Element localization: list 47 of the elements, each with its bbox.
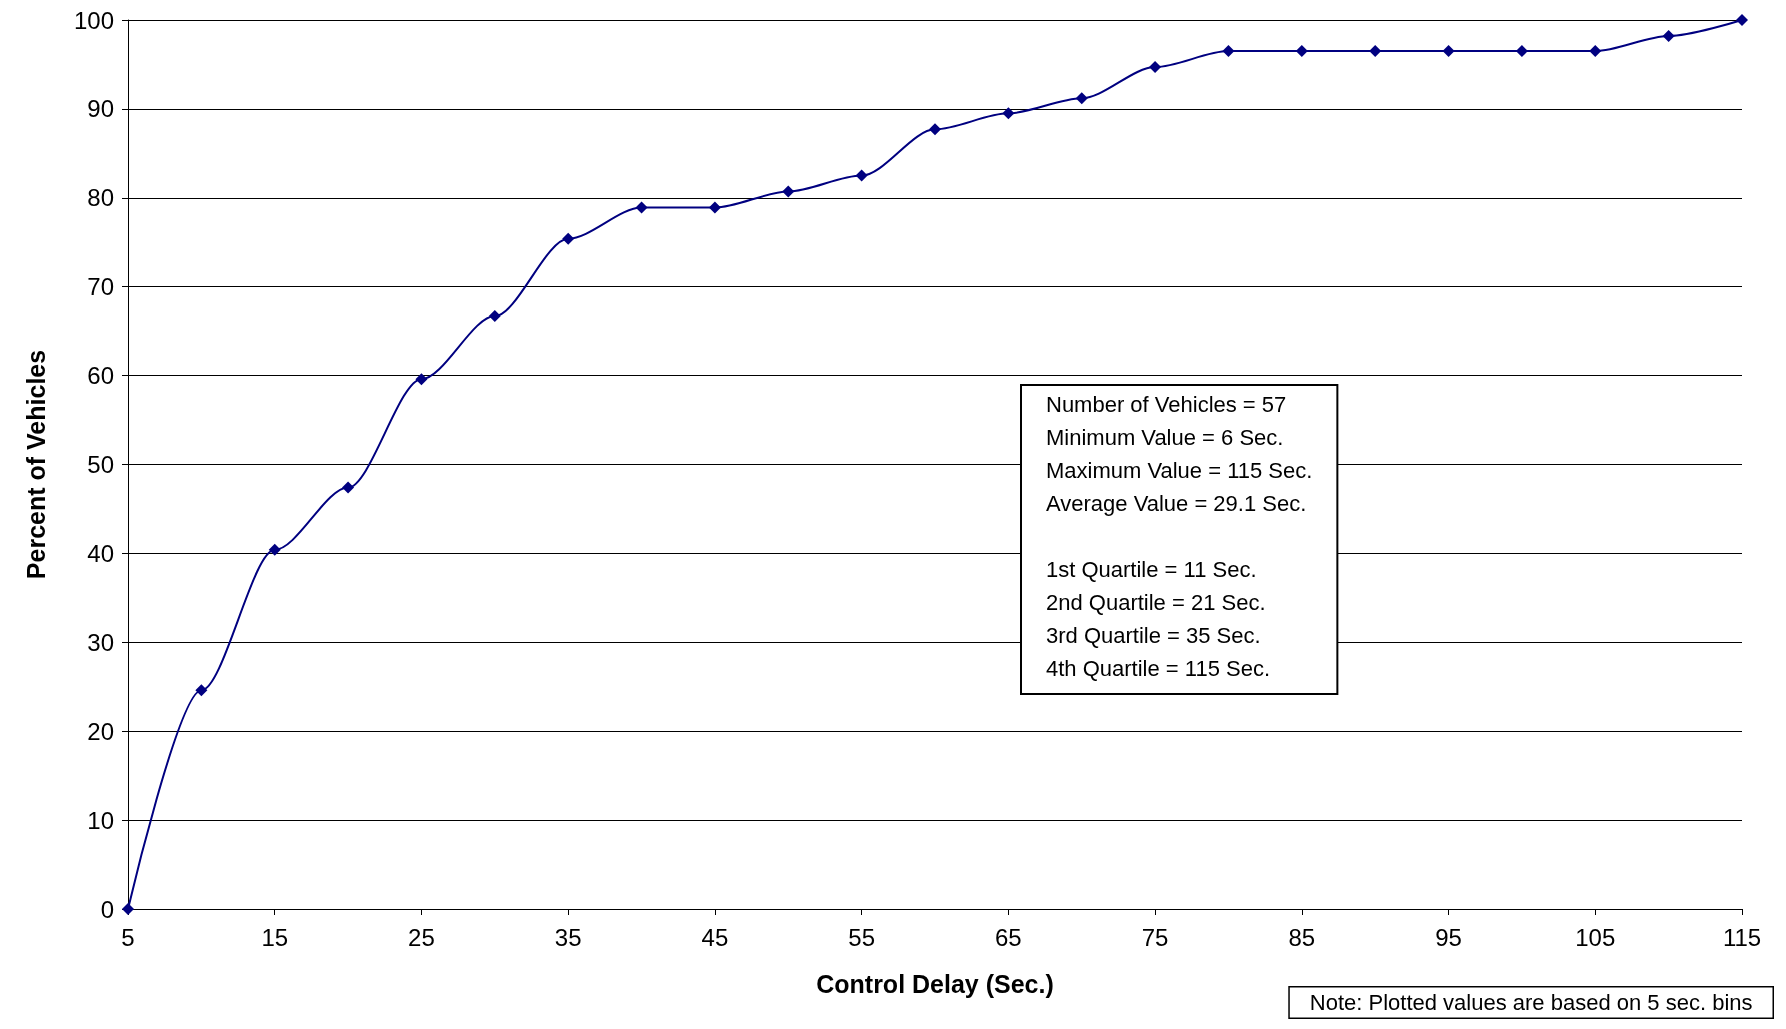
y-tick-label: 100 [73, 6, 114, 34]
point [1736, 14, 1748, 26]
x-tick-label: 35 [554, 923, 582, 951]
x-tick-label: 25 [408, 923, 435, 951]
x-tick-label: 15 [261, 923, 289, 951]
point [415, 373, 428, 386]
y-tick-label: 60 [87, 362, 114, 390]
x-tick-label: 95 [1435, 923, 1462, 951]
point [1442, 45, 1455, 58]
y-tick-label: 50 [87, 451, 114, 478]
x-tick-label: 105 [1575, 923, 1616, 951]
x-tick-label: 65 [995, 923, 1022, 951]
y-tick-label: 40 [87, 539, 114, 567]
y-axis-title: Percent of Vehicles [21, 349, 50, 580]
x-tick-label: 5 [121, 923, 135, 951]
y-tick-label: 90 [87, 95, 114, 123]
point [488, 310, 501, 323]
point [708, 201, 721, 214]
point [1075, 92, 1088, 105]
point [929, 123, 941, 136]
point [342, 481, 355, 494]
y-tick-label: 0 [100, 895, 114, 923]
point [122, 903, 134, 915]
y-tick-label: 30 [87, 628, 114, 656]
x-tick-label: 115 [1722, 923, 1762, 951]
point [1149, 61, 1162, 74]
point [1589, 45, 1602, 58]
y-tick-label: 70 [87, 273, 114, 301]
y-tick-label: 80 [87, 184, 114, 212]
x-tick-label: 45 [701, 923, 729, 951]
point [1662, 30, 1675, 42]
point [855, 169, 868, 182]
point [1222, 45, 1235, 58]
x-tick-label: 55 [848, 923, 875, 951]
text: Number of Vehicles = 57 Minimum Value = 6 Sec. Maximum Value = 115 Sec. Average Value = 29.1 Sec. 1st Quartile = 11 Sec. 2nd Quartile = 21 Sec. 3rd Quartile = 35 Sec. 4th Quartile = 115 Sec. [1046, 392, 1313, 681]
point [195, 684, 208, 697]
text: Note: Plotted values are based on 5 sec. bins [1309, 990, 1753, 1015]
y-tick-label: 10 [87, 806, 114, 834]
point [635, 201, 648, 214]
x-tick-label: 85 [1288, 923, 1316, 951]
x-tick-label: 75 [1141, 923, 1169, 951]
point [1002, 107, 1015, 120]
point [562, 232, 575, 245]
point [268, 543, 281, 556]
x-axis-title: Control Delay (Sec.) [816, 969, 1054, 998]
y-tick-label: 20 [87, 717, 114, 745]
point [782, 185, 795, 198]
